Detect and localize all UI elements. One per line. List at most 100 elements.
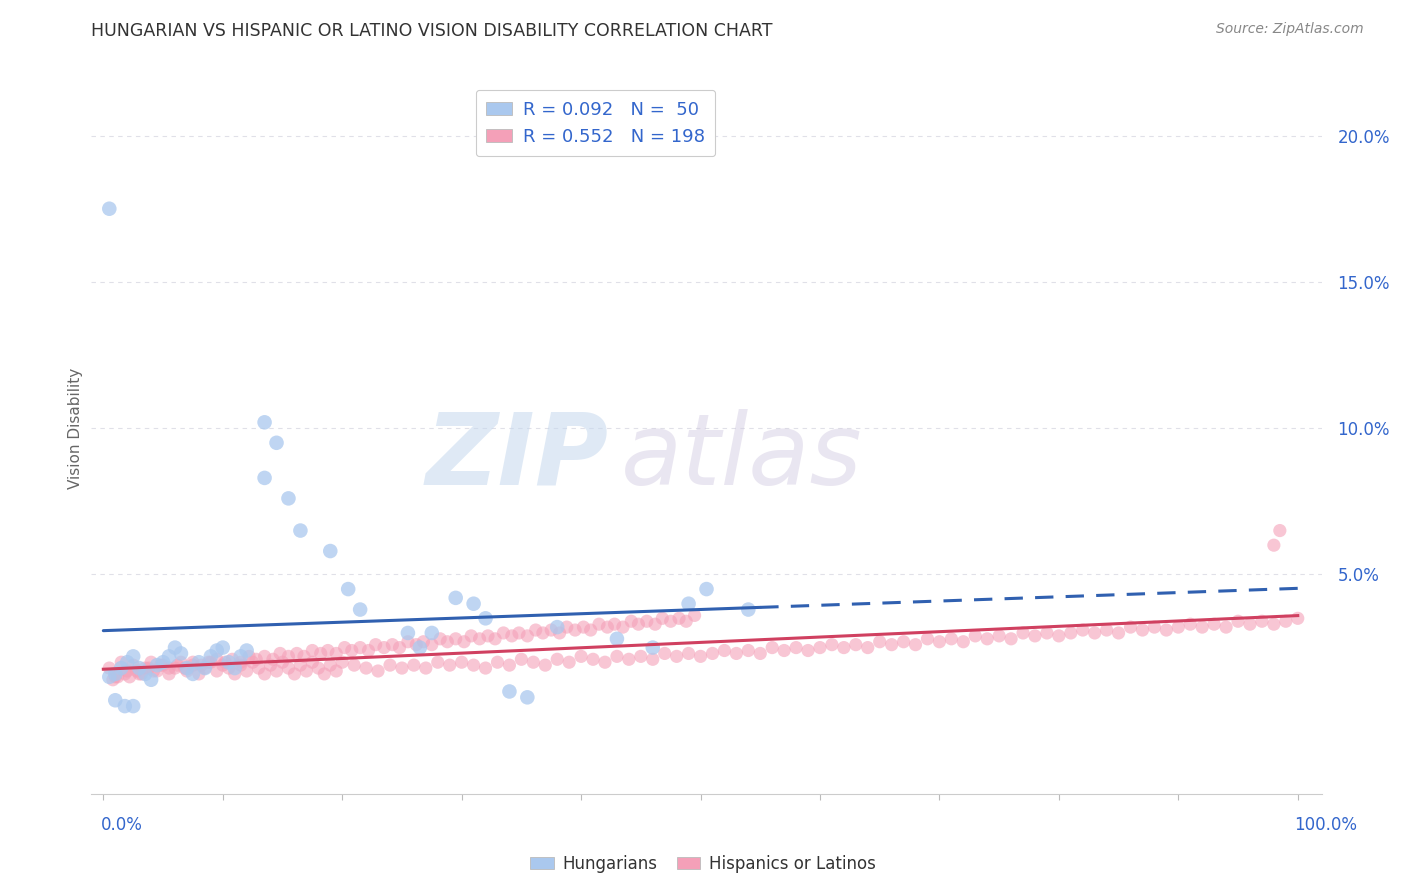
Point [546,620,568,634]
Point [307,661,329,675]
Point [832,640,855,655]
Point [187,667,209,681]
Point [134,661,156,675]
Point [665,649,688,664]
Point [266,664,288,678]
Text: 100.0%: 100.0% [1294,816,1357,834]
Point [636,614,658,628]
Point [436,634,458,648]
Point [214,655,236,669]
Point [678,597,700,611]
Point [122,699,145,714]
Point [1084,626,1107,640]
Point [869,634,891,648]
Point [651,611,673,625]
Point [259,658,281,673]
Point [1108,626,1130,640]
Point [644,617,666,632]
Point [593,655,616,669]
Point [534,658,557,673]
Point [157,667,180,681]
Y-axis label: Vision Disability: Vision Disability [67,368,83,489]
Text: 0.0%: 0.0% [101,816,143,834]
Point [253,415,276,429]
Point [115,664,138,678]
Point [319,658,342,673]
Point [510,652,533,666]
Point [474,661,496,675]
Text: HUNGARIAN VS HISPANIC OR LATINO VISION DISABILITY CORRELATION CHART: HUNGARIAN VS HISPANIC OR LATINO VISION D… [91,22,773,40]
Point [702,647,724,661]
Point [1286,611,1309,625]
Point [176,664,198,678]
Point [128,661,150,675]
Point [965,629,987,643]
Point [131,667,153,681]
Point [641,652,664,666]
Point [309,647,332,661]
Point [880,638,903,652]
Point [205,652,228,666]
Point [429,632,451,646]
Point [501,629,523,643]
Point [420,638,443,652]
Point [630,649,652,664]
Point [1024,629,1046,643]
Point [381,638,404,652]
Point [301,643,323,657]
Point [1263,538,1285,552]
Point [98,661,121,675]
Point [845,638,868,652]
Point [808,640,831,655]
Point [675,614,697,628]
Point [976,632,998,646]
Point [1095,623,1118,637]
Point [659,614,682,628]
Point [194,661,217,675]
Point [181,658,204,673]
Point [110,655,132,669]
Point [181,667,204,681]
Point [596,620,619,634]
Point [952,634,974,648]
Point [285,647,308,661]
Point [460,629,482,643]
Point [396,626,419,640]
Point [98,670,121,684]
Point [582,652,605,666]
Point [229,649,252,664]
Point [1119,620,1142,634]
Point [367,664,389,678]
Point [620,614,643,628]
Point [463,597,485,611]
Point [668,611,690,625]
Point [101,673,124,687]
Point [1143,620,1166,634]
Point [904,638,927,652]
Point [737,602,759,616]
Point [893,634,915,648]
Point [194,661,217,675]
Point [1000,632,1022,646]
Point [426,655,449,669]
Point [531,626,554,640]
Point [134,667,156,681]
Point [516,690,538,705]
Point [1156,623,1178,637]
Point [122,649,145,664]
Point [292,649,315,664]
Point [555,620,578,634]
Point [211,658,233,673]
Point [492,626,515,640]
Point [247,661,270,675]
Point [283,667,305,681]
Point [104,693,127,707]
Point [450,655,472,669]
Point [330,655,353,669]
Point [373,640,395,655]
Point [157,661,180,675]
Point [524,623,547,637]
Point [617,652,640,666]
Point [773,643,796,657]
Point [253,649,276,664]
